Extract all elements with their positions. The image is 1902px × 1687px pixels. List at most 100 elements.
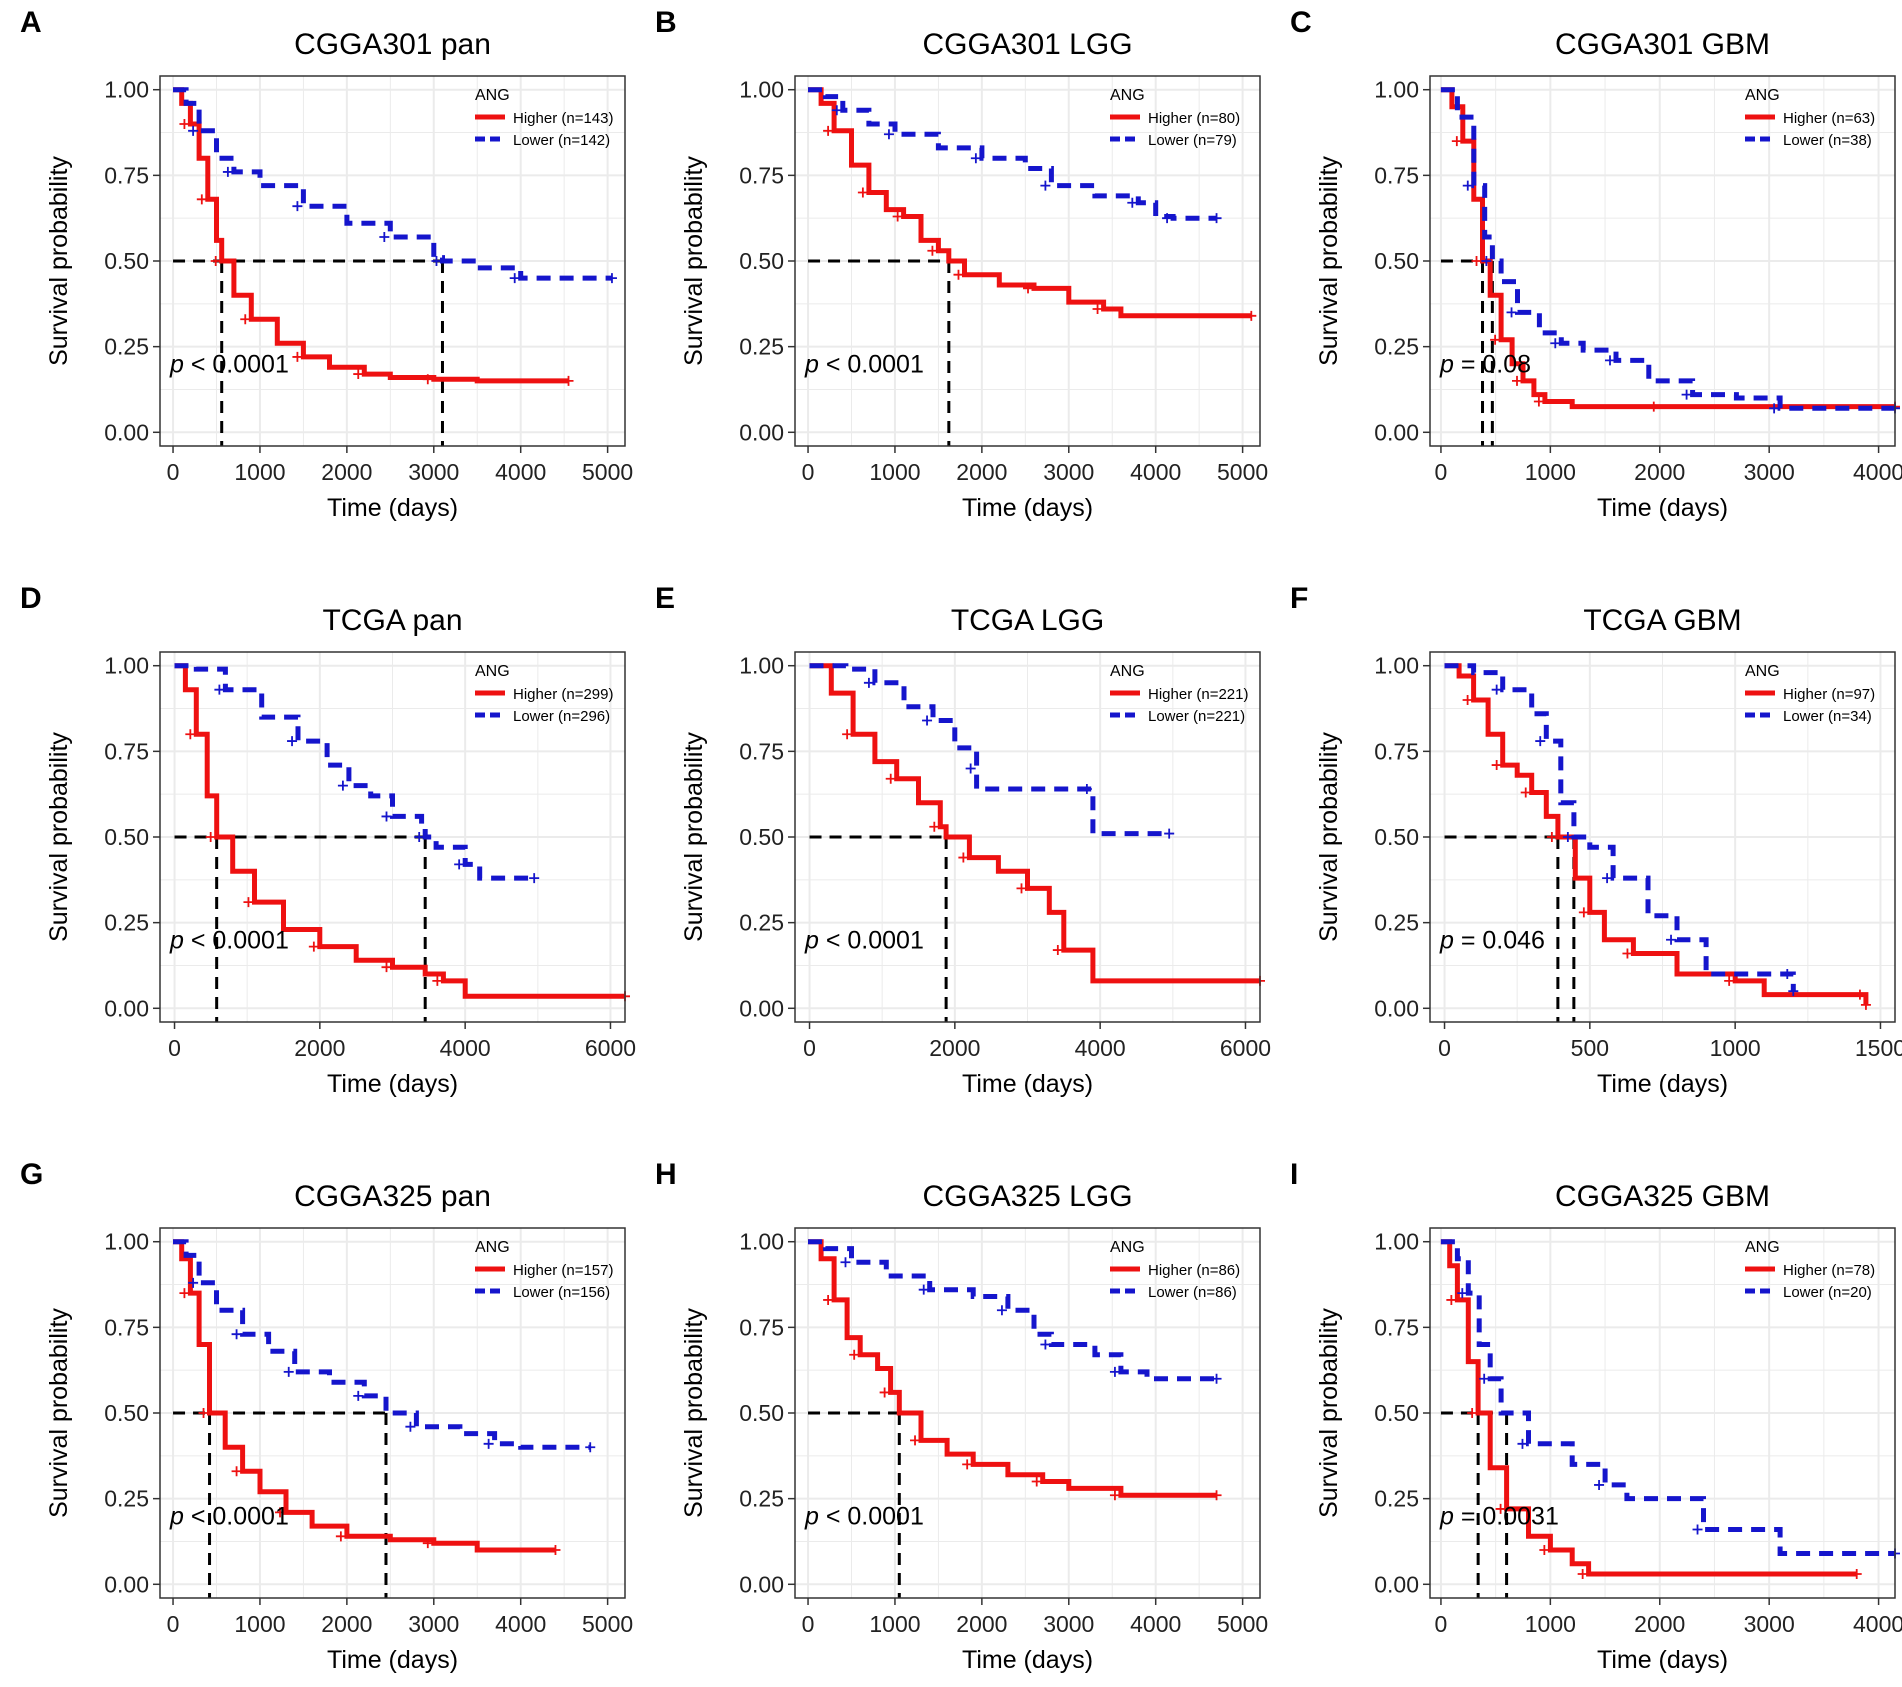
panel-letter: E	[655, 582, 675, 615]
censor-marks	[842, 729, 1265, 986]
censor-mark	[1648, 401, 1659, 412]
x-tick-label: 1000	[234, 1611, 285, 1637]
censor-mark	[1490, 334, 1501, 345]
censor-mark	[953, 269, 964, 280]
legend-entry: Higher (n=80)	[1148, 110, 1240, 127]
series-higher	[173, 87, 574, 386]
censor-mark	[1162, 213, 1173, 224]
panel-g: G CGGA325 pan 0 1000 2000 3000 4000 5000 0.00 0.2…	[20, 1158, 633, 1674]
legend-entry: Lower (n=156)	[513, 1284, 610, 1301]
censor-mark	[1539, 1545, 1550, 1556]
censor-mark	[1605, 355, 1615, 366]
x-tick-label: 1000	[1525, 1611, 1576, 1637]
series-lower	[808, 87, 1222, 224]
chart-title: CGGA325 pan	[294, 1180, 491, 1213]
chart-title: TCGA GBM	[1583, 604, 1741, 637]
legend-title: ANG	[475, 87, 510, 104]
censor-mark	[1854, 989, 1865, 1000]
censor-mark	[1446, 1294, 1457, 1305]
censor-mark	[1016, 883, 1027, 894]
censor-mark	[1081, 784, 1092, 795]
y-tick-label: 0.25	[1374, 910, 1419, 936]
panel-border	[159, 75, 626, 447]
legend-title: ANG	[475, 1239, 510, 1256]
survival-curve-lower	[808, 1239, 1217, 1382]
censor-mark	[958, 852, 969, 863]
censor-mark	[1491, 684, 1502, 695]
series-higher	[1440, 1239, 1862, 1580]
censor-mark	[922, 715, 933, 726]
p-value-text: = 0.08	[1454, 351, 1531, 379]
series-lower	[1444, 663, 1799, 997]
legend-entry: Higher (n=143)	[513, 110, 613, 127]
y-tick-label: 0.75	[104, 162, 149, 188]
censor-mark	[1457, 1288, 1468, 1299]
censor-mark	[231, 1329, 242, 1340]
y-tick-label: 0.50	[104, 824, 149, 850]
x-tick-label: 1000	[1710, 1035, 1761, 1061]
x-tick-label: 3000	[1043, 459, 1094, 485]
censor-mark	[831, 105, 842, 116]
y-tick-label: 0.25	[104, 910, 149, 936]
x-tick-label: 4000	[1130, 1611, 1181, 1637]
legend-entry: Lower (n=86)	[1148, 1284, 1237, 1301]
p-symbol: p	[169, 351, 184, 379]
x-axis-label: Time (days)	[962, 494, 1093, 522]
y-axis-label: Survival probability	[45, 1308, 73, 1518]
series-higher	[809, 663, 1265, 986]
censor-mark	[1562, 832, 1573, 842]
y-tick-label: 0.50	[739, 1400, 784, 1426]
censor-mark	[1622, 948, 1633, 959]
panel-border	[159, 1227, 626, 1599]
x-tick-label: 0	[167, 1611, 180, 1637]
y-tick-label: 0.00	[739, 1571, 784, 1597]
censor-mark	[1109, 1366, 1120, 1377]
survival-curve-higher	[1440, 1239, 1857, 1577]
x-tick-label: 0	[1438, 1035, 1451, 1061]
x-tick-label: 2000	[929, 1035, 980, 1061]
censor-mark	[910, 1435, 921, 1446]
p-value-text: = 0.046	[1454, 927, 1545, 955]
censor-mark	[1666, 934, 1677, 945]
y-tick-label: 0.00	[104, 995, 149, 1021]
x-tick-label: 1000	[1525, 459, 1576, 485]
x-tick-label: 3000	[1043, 1611, 1094, 1637]
p-value-text: < 0.0001	[819, 1503, 924, 1531]
panel-border	[159, 651, 626, 1023]
survival-curve-lower	[173, 87, 612, 281]
censor-mark	[1546, 832, 1557, 842]
y-tick-label: 0.25	[104, 334, 149, 360]
legend-entry: Higher (n=97)	[1783, 686, 1875, 703]
censor-mark	[1451, 136, 1462, 147]
chart-title: TCGA LGG	[951, 604, 1104, 637]
x-tick-label: 0	[802, 459, 815, 485]
censor-mark	[1246, 310, 1257, 321]
censor-marks	[863, 677, 1175, 839]
y-tick-label: 0.00	[1374, 419, 1419, 445]
x-tick-label: 4000	[495, 1611, 546, 1637]
censor-marks	[1462, 694, 1871, 1010]
censor-mark	[1040, 1339, 1051, 1350]
panel-f: F TCGA GBM 0 500 1000 1500 0.00 0.25 0.50 0.75 1.0…	[1290, 582, 1902, 1098]
censor-marks	[188, 1277, 596, 1453]
censor-marks	[188, 125, 617, 284]
x-tick-label: 4000	[495, 459, 546, 485]
x-tick-label: 4000	[1853, 459, 1902, 485]
censor-mark	[405, 1421, 416, 1432]
censor-mark	[422, 374, 433, 385]
panel-letter: H	[655, 1158, 677, 1191]
y-tick-label: 0.50	[1374, 248, 1419, 274]
censor-mark	[185, 729, 196, 740]
series-lower	[173, 1239, 596, 1453]
x-tick-label: 0	[802, 1611, 815, 1637]
legend-title: ANG	[1110, 1239, 1145, 1256]
y-tick-label: 0.25	[1374, 334, 1419, 360]
legend-entry: Lower (n=20)	[1783, 1284, 1872, 1301]
median-lines	[809, 835, 948, 1022]
censor-mark	[292, 201, 303, 212]
series-lower	[808, 1239, 1222, 1384]
panel-border	[1429, 651, 1896, 1023]
x-tick-label: 1500	[1855, 1035, 1902, 1061]
